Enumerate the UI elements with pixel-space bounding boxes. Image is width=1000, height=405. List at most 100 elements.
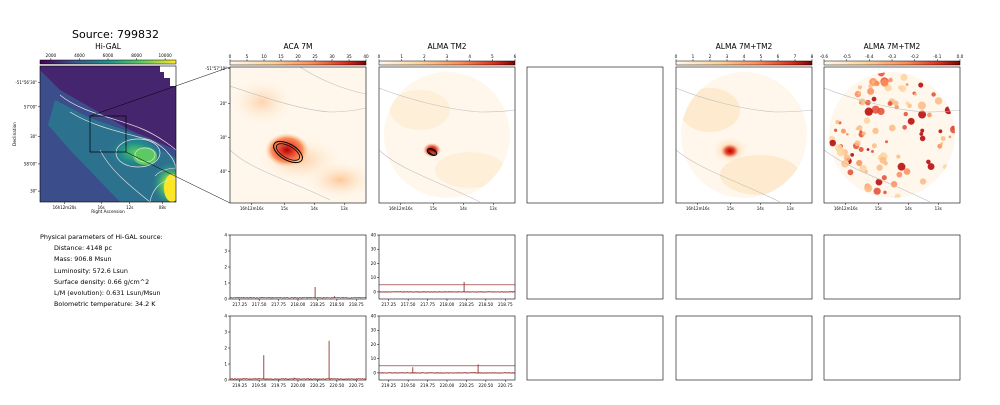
spectrum-ytick-label: 0 bbox=[373, 370, 376, 375]
residual-blob bbox=[875, 178, 883, 186]
residual-blob bbox=[903, 111, 908, 117]
colorbar-tick-label: 7 bbox=[794, 54, 797, 59]
spectrum-xtick-label: 219.75 bbox=[420, 383, 435, 388]
param-distance: Distance: 4148 pc bbox=[54, 244, 112, 253]
tm2-map bbox=[378, 66, 516, 204]
residual-blob bbox=[829, 139, 837, 147]
map-ytick-label: 57'00" bbox=[24, 104, 37, 109]
residual-blob bbox=[888, 77, 893, 83]
title-residual: ALMA 7M+TM2 bbox=[864, 42, 921, 51]
residual-blob bbox=[907, 117, 915, 125]
residual-blob bbox=[919, 135, 926, 142]
residual-blob bbox=[867, 87, 875, 95]
colorbar-combined bbox=[675, 60, 813, 66]
colorbar-tick-label: 25 bbox=[312, 54, 318, 59]
map-xtick-label: 14s bbox=[905, 206, 912, 211]
residual-blob bbox=[847, 169, 854, 176]
higal-map bbox=[39, 65, 177, 203]
residual-blob bbox=[896, 154, 901, 159]
residual-blob bbox=[843, 154, 851, 162]
param-luminosity: Luminosity: 572.6 Lsun bbox=[54, 266, 128, 275]
map-xtick-label: 16h12m20s bbox=[53, 205, 77, 210]
residual-blob bbox=[918, 82, 924, 88]
colorbar-tick-label: 6000 bbox=[103, 53, 114, 58]
colorbar-residual bbox=[823, 60, 961, 66]
spectrum-xtick-label: 218.00 bbox=[440, 302, 455, 307]
residual-blob bbox=[859, 164, 867, 173]
colorbar-tick-label: 6 bbox=[514, 54, 517, 59]
spectrum-ytick-label: 20 bbox=[371, 342, 377, 347]
map-xtick-label: 15s bbox=[281, 206, 288, 211]
residual-blob bbox=[877, 107, 885, 116]
residual-blob bbox=[864, 169, 868, 174]
spectrum-ytick-label: 20 bbox=[371, 261, 377, 266]
map-xtick-label: 14s bbox=[460, 206, 467, 211]
spectrum-xtick-label: 217.75 bbox=[420, 302, 435, 307]
empty-spectrum-r3-c6 bbox=[823, 315, 961, 381]
spectrum-ytick-label: 4 bbox=[224, 314, 227, 319]
colorbar-tick-label: 2000 bbox=[46, 53, 57, 58]
residual-blob bbox=[894, 193, 901, 198]
colorbar-tick-label: -0.5 bbox=[843, 54, 852, 59]
spectrum-xtick-label: 219.50 bbox=[401, 383, 416, 388]
spectrum-ytick-label: 1 bbox=[224, 362, 227, 367]
residual-blob bbox=[893, 100, 899, 106]
spectrum-trace bbox=[378, 372, 516, 374]
residual-blob bbox=[926, 159, 931, 165]
residual-blob bbox=[887, 101, 893, 106]
residual-blob bbox=[876, 164, 883, 171]
colorbar-tick-label: -0.6 bbox=[820, 54, 829, 59]
physical-parameters: Physical parameters of Hi-GAL source: Di… bbox=[40, 232, 163, 310]
colorbar-tick-label: 5 bbox=[491, 54, 494, 59]
map-ytick-label: 20" bbox=[220, 101, 227, 106]
spectrum-xtick-label: 218.25 bbox=[310, 302, 325, 307]
colorbar-tick-label: 1 bbox=[400, 54, 403, 59]
residual-blob bbox=[874, 80, 880, 87]
residual-blob bbox=[902, 125, 907, 130]
residual-blob bbox=[854, 140, 861, 147]
spectrum-tm2-spw1 bbox=[378, 315, 516, 381]
residual-blob bbox=[880, 78, 889, 87]
spectrum-xtick-label: 220.50 bbox=[330, 383, 345, 388]
colorbar-tick-label: 2 bbox=[709, 54, 712, 59]
empty-panel bbox=[526, 66, 664, 204]
spectrum-xtick-label: 218.00 bbox=[291, 302, 306, 307]
map-ytick-label: 30" bbox=[220, 135, 227, 140]
map-xtick-label: 16h12m16s bbox=[389, 206, 413, 211]
residual-blob bbox=[884, 140, 888, 144]
spectrum-aca-spw0 bbox=[229, 234, 367, 300]
map-xtick-label: 15s bbox=[875, 206, 882, 211]
zoom-line-top bbox=[89, 66, 231, 117]
colorbar-tick-label: 1 bbox=[692, 54, 695, 59]
residual-blob bbox=[873, 187, 881, 195]
colorbar-aca bbox=[229, 60, 367, 66]
spectrum-xtick-label: 218.25 bbox=[459, 302, 474, 307]
residual-blob bbox=[905, 83, 909, 86]
map-ytick-label: 58'00" bbox=[24, 161, 37, 166]
residual-blob bbox=[842, 160, 849, 167]
spectrum-xtick-label: 217.50 bbox=[252, 302, 267, 307]
spectrum-xtick-label: 218.75 bbox=[349, 302, 364, 307]
residual-blob bbox=[934, 97, 943, 105]
spectrum-trace bbox=[378, 291, 516, 293]
map-xtick-label: 16h12m16s bbox=[686, 206, 710, 211]
spectrum-ytick-label: 2 bbox=[224, 265, 227, 270]
residual-blob bbox=[858, 101, 862, 105]
higal-ylabel: Declination bbox=[12, 122, 17, 146]
colorbar-tick-label: -0.2 bbox=[911, 54, 920, 59]
colorbar-tm2 bbox=[378, 60, 516, 66]
residual-blob bbox=[835, 120, 840, 125]
map-ytick-label: 30" bbox=[30, 189, 37, 194]
residual-blob bbox=[905, 101, 910, 106]
colorbar-tick-label: 4 bbox=[743, 54, 746, 59]
residual-blob bbox=[896, 171, 903, 178]
residual-blob bbox=[948, 135, 952, 139]
residual-blob bbox=[861, 131, 866, 136]
spectrum-xtick-label: 218.75 bbox=[498, 302, 513, 307]
residual-blob bbox=[879, 156, 887, 164]
map-ytick-label: 40" bbox=[220, 169, 227, 174]
spectrum-ytick-label: 2 bbox=[224, 346, 227, 351]
spectrum-xtick-label: 217.50 bbox=[401, 302, 416, 307]
empty-spectrum-r3-c5 bbox=[675, 315, 813, 381]
param-lm-ratio: L/M (evolution): 0.631 Lsun/Msun bbox=[54, 289, 161, 298]
